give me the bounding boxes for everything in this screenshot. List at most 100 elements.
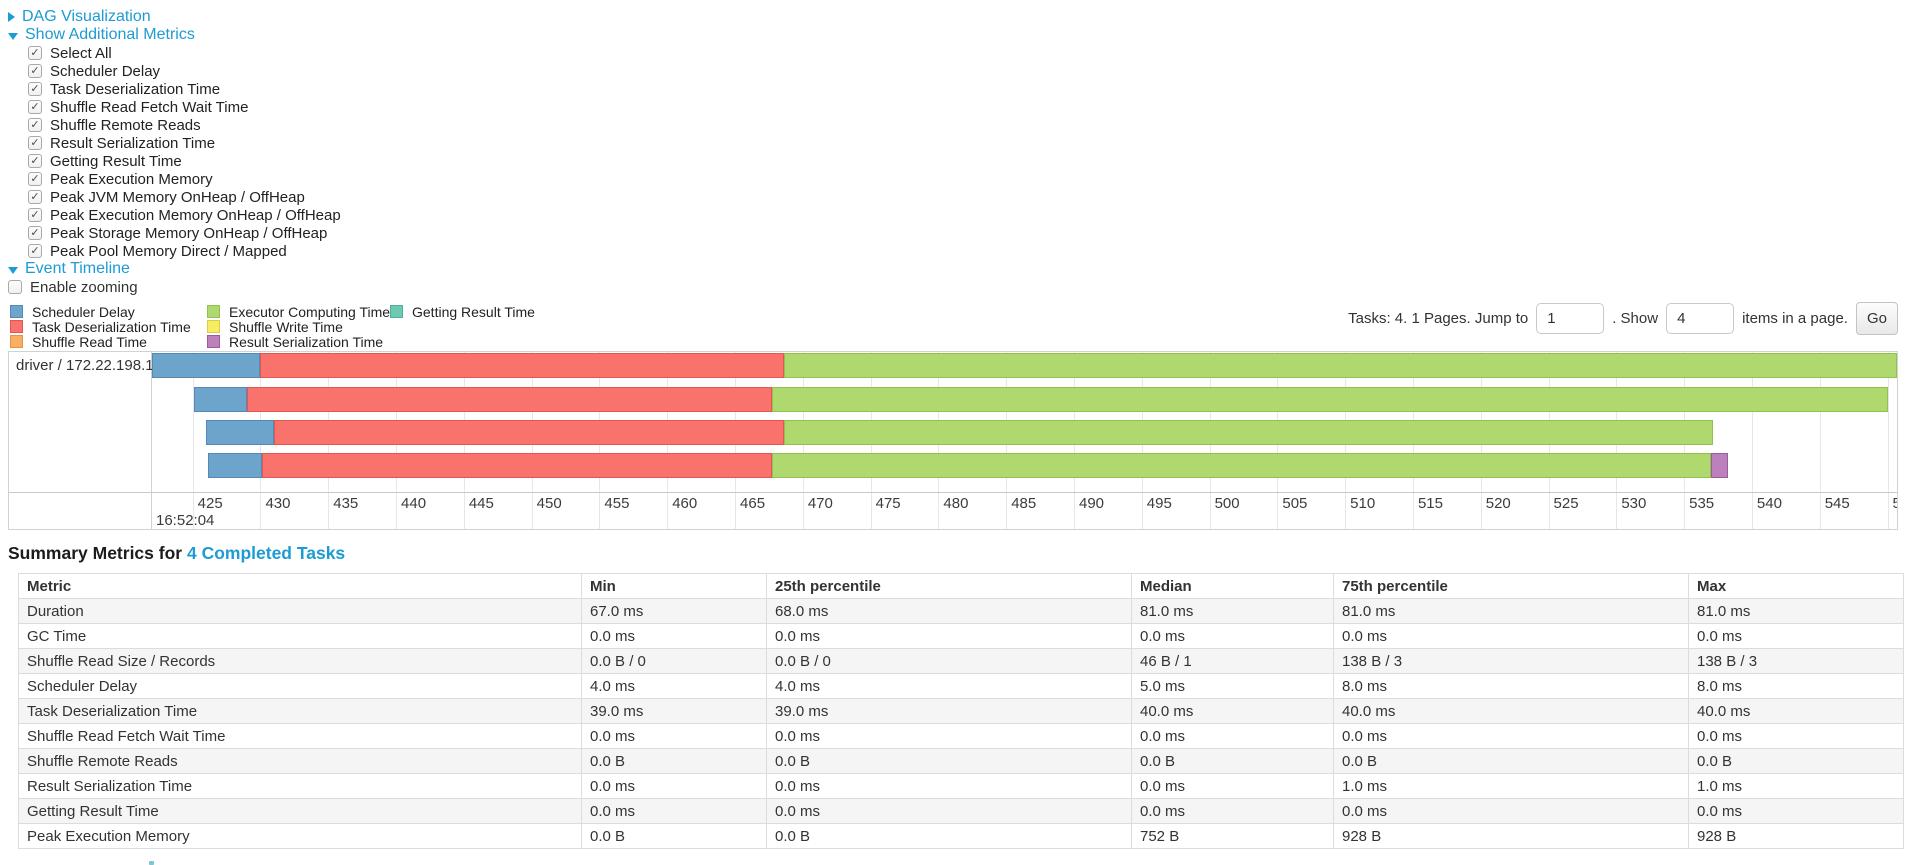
timeline-plot-area bbox=[152, 352, 1897, 492]
legend-label: Shuffle Write Time bbox=[229, 318, 343, 335]
checkbox-label: Shuffle Remote Reads bbox=[50, 116, 201, 134]
checkbox-result-serialization-time[interactable] bbox=[28, 136, 42, 150]
task-3-segment-task-deserialization-time bbox=[274, 420, 784, 445]
metric-name-cell: GC Time bbox=[18, 623, 582, 649]
gridline bbox=[1616, 493, 1618, 529]
metric-checkbox-row: Select All bbox=[28, 44, 1899, 62]
metric-value-cell: 0.0 ms bbox=[581, 798, 767, 824]
task-2-segment-task-deserialization-time bbox=[246, 387, 772, 412]
gridline bbox=[870, 493, 872, 529]
metric-checkbox-row: Peak JVM Memory OnHeap / OffHeap bbox=[28, 188, 1899, 206]
metric-checkbox-row: Peak Storage Memory OnHeap / OffHeap bbox=[28, 224, 1899, 242]
metric-name-cell: Shuffle Read Size / Records bbox=[18, 648, 582, 674]
checkbox-peak-execution-memory[interactable] bbox=[28, 172, 42, 186]
metric-value-cell: 0.0 B bbox=[581, 748, 767, 774]
metric-value-cell: 0.0 ms bbox=[1333, 623, 1689, 649]
checkbox-peak-execution-memory-onheap-offheap[interactable] bbox=[28, 208, 42, 222]
metric-value-cell: 0.0 ms bbox=[1131, 723, 1334, 749]
metric-value-cell: 0.0 B bbox=[766, 748, 1132, 774]
checkbox-peak-pool-memory-direct-mapped[interactable] bbox=[28, 244, 42, 258]
gridline bbox=[260, 493, 262, 529]
checkbox-label: Peak JVM Memory OnHeap / OffHeap bbox=[50, 188, 305, 206]
checkbox-label: Shuffle Read Fetch Wait Time bbox=[50, 98, 249, 116]
metric-value-cell: 0.0 ms bbox=[766, 798, 1132, 824]
axis-tick-label: 430 bbox=[265, 495, 291, 512]
checkbox-peak-jvm-memory-onheap-offheap[interactable] bbox=[28, 190, 42, 204]
metric-value-cell: 81.0 ms bbox=[1688, 598, 1904, 624]
jump-to-page-input[interactable] bbox=[1536, 303, 1605, 334]
go-button[interactable]: Go bbox=[1855, 302, 1898, 335]
gridline bbox=[531, 493, 533, 529]
axis-tick-label: 545 bbox=[1824, 495, 1850, 512]
metric-value-cell: 46 B / 1 bbox=[1131, 648, 1334, 674]
column-header-max: Max bbox=[1688, 573, 1904, 599]
checkbox-getting-result-time[interactable] bbox=[28, 154, 42, 168]
column-header-25th-percentile: 25th percentile bbox=[766, 573, 1132, 599]
checkbox-scheduler-delay[interactable] bbox=[28, 64, 42, 78]
dag-visualization-toggle[interactable]: DAG Visualization bbox=[8, 8, 151, 26]
event-timeline-toggle[interactable]: Event Timeline bbox=[8, 260, 130, 278]
metric-value-cell: 0.0 B / 0 bbox=[766, 648, 1132, 674]
metric-row-shuffle-read-fetch-wait-time: Shuffle Read Fetch Wait Time 0.0 ms 0.0 ms… bbox=[18, 723, 1904, 749]
checkbox-label: Getting Result Time bbox=[50, 152, 182, 170]
checkbox-task-deserialization-time[interactable] bbox=[28, 82, 42, 96]
gridline bbox=[1751, 493, 1753, 529]
gridline bbox=[1073, 493, 1075, 529]
items-per-page-input[interactable] bbox=[1666, 303, 1735, 334]
metric-row-getting-result-time: Getting Result Time 0.0 ms 0.0 ms 0.0 ms 0.0… bbox=[18, 798, 1904, 824]
gridline bbox=[1548, 493, 1550, 529]
summary-table-body: Duration 67.0 ms 68.0 ms 81.0 ms 81.0 ms 81.0… bbox=[18, 598, 1904, 849]
metric-value-cell: 0.0 ms bbox=[1131, 623, 1334, 649]
checkbox-label: Select All bbox=[50, 44, 112, 62]
timeline-axis-line bbox=[9, 492, 1897, 493]
axis-tick-label: 495 bbox=[1146, 495, 1172, 512]
metric-value-cell: 39.0 ms bbox=[766, 698, 1132, 724]
axis-tick-label: 470 bbox=[807, 495, 833, 512]
expanded-arrow-icon bbox=[8, 266, 18, 274]
cut-off-content-fragment bbox=[149, 861, 154, 865]
axis-tick-label: 475 bbox=[875, 495, 901, 512]
task-4-segment-executor-computing-time bbox=[771, 453, 1712, 478]
axis-tick-label: 435 bbox=[333, 495, 359, 512]
gridline bbox=[667, 493, 669, 529]
axis-tick-label: 520 bbox=[1485, 495, 1511, 512]
summary-metrics-heading: Summary Metrics for 4 Completed Tasks bbox=[8, 543, 1907, 564]
checkbox-label: Peak Execution Memory OnHeap / OffHeap bbox=[50, 206, 341, 224]
task-2-segment-executor-computing-time bbox=[771, 387, 1888, 412]
gridline bbox=[1751, 352, 1753, 492]
checkbox-label: Peak Pool Memory Direct / Mapped bbox=[50, 242, 287, 260]
dag-visualization-label: DAG Visualization bbox=[22, 8, 151, 25]
enable-zooming-checkbox[interactable] bbox=[8, 280, 22, 294]
completed-tasks-link[interactable]: 4 Completed Tasks bbox=[186, 543, 346, 563]
metric-value-cell: 0.0 B bbox=[1688, 748, 1904, 774]
metric-value-cell: 40.0 ms bbox=[1333, 698, 1689, 724]
metric-row-gc-time: GC Time 0.0 ms 0.0 ms 0.0 ms 0.0 ms 0.0 ms bbox=[18, 623, 1904, 649]
metric-value-cell: 67.0 ms bbox=[581, 598, 767, 624]
metric-name-cell: Shuffle Remote Reads bbox=[18, 748, 582, 774]
task-4-segment-result-serialization-time bbox=[1711, 453, 1728, 478]
checkbox-shuffle-remote-reads[interactable] bbox=[28, 118, 42, 132]
metric-checkbox-row: Peak Execution Memory OnHeap / OffHeap bbox=[28, 206, 1899, 224]
axis-tick-label: 500 bbox=[1214, 495, 1240, 512]
metric-value-cell: 0.0 ms bbox=[1688, 623, 1904, 649]
task-3-segment-executor-computing-time bbox=[783, 420, 1713, 445]
metric-value-cell: 8.0 ms bbox=[1688, 673, 1904, 699]
gridline bbox=[1684, 493, 1686, 529]
checkbox-select-all[interactable] bbox=[28, 46, 42, 60]
show-additional-metrics-toggle[interactable]: Show Additional Metrics bbox=[8, 26, 195, 44]
metric-name-cell: Getting Result Time bbox=[18, 798, 582, 824]
metric-value-cell: 68.0 ms bbox=[766, 598, 1132, 624]
metric-value-cell: 0.0 ms bbox=[766, 723, 1132, 749]
summary-heading-text: Summary Metrics for bbox=[8, 543, 183, 563]
summary-table-header: Metric Min 25th percentile Median 75th perce… bbox=[18, 573, 1904, 599]
metric-value-cell: 0.0 ms bbox=[1688, 798, 1904, 824]
metric-value-cell: 0.0 B bbox=[1131, 748, 1334, 774]
column-header-median: Median bbox=[1131, 573, 1334, 599]
expanded-arrow-icon bbox=[8, 32, 18, 40]
metric-value-cell: 0.0 ms bbox=[581, 723, 767, 749]
checkbox-peak-storage-memory-onheap-offheap[interactable] bbox=[28, 226, 42, 240]
executor-computing-time-swatch-icon bbox=[207, 305, 220, 318]
stage-controls-section: DAG Visualization Show Additional Metric… bbox=[0, 0, 1907, 296]
checkbox-shuffle-read-fetch-wait-time[interactable] bbox=[28, 100, 42, 114]
metric-checkbox-row: Peak Execution Memory bbox=[28, 170, 1899, 188]
